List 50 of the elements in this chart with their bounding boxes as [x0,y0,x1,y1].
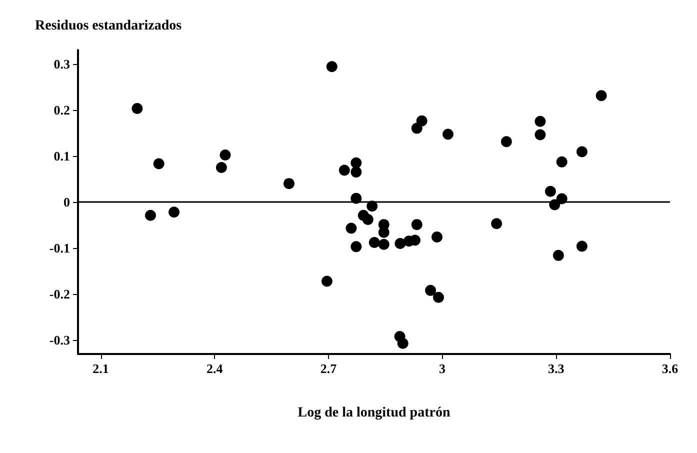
point [168,206,180,218]
point [411,219,422,230]
x-tick-label: 3.3 [548,361,565,376]
point [596,90,607,102]
y-tick-label: -0.2 [49,286,70,302]
point [378,238,390,250]
x-tick-label: 2.7 [320,361,338,376]
point [350,157,362,168]
point [362,214,374,225]
point [556,156,568,168]
y-tick-label: 0.1 [54,148,70,164]
point [491,218,502,230]
y-tick-label: 0 [64,194,70,210]
y-axis-title: Residuos estandarizados [35,18,182,34]
point [394,238,406,249]
point [321,276,332,287]
point [350,241,362,252]
point [534,116,546,127]
point [544,186,556,197]
x-tick-label: 2.4 [206,361,224,376]
point [144,210,156,221]
point [425,284,436,296]
point [576,146,588,158]
point [576,240,588,252]
point [552,250,564,261]
y-tick-label: -0.3 [49,332,70,348]
point [534,129,546,140]
y-tick-label: -0.1 [49,240,70,256]
point [432,232,442,243]
point [416,115,428,126]
point [397,338,408,349]
point [346,222,357,234]
point [442,128,454,140]
point [326,61,338,72]
x-axis-title: Log de la longitud patrón [298,406,450,420]
point [220,150,231,161]
point [500,136,512,148]
point [132,103,143,114]
point [368,237,380,248]
point [216,162,227,173]
y-tick-label: 0.2 [54,102,70,118]
y-tick-label: 0.3 [54,56,70,72]
point [338,164,350,176]
x-tick-label: 3.6 [662,361,679,376]
point [284,178,294,190]
x-tick-label: 2.1 [92,361,109,376]
x-tick-label: 3 [439,361,446,376]
point [350,166,362,178]
point [433,292,444,303]
point [153,158,164,170]
